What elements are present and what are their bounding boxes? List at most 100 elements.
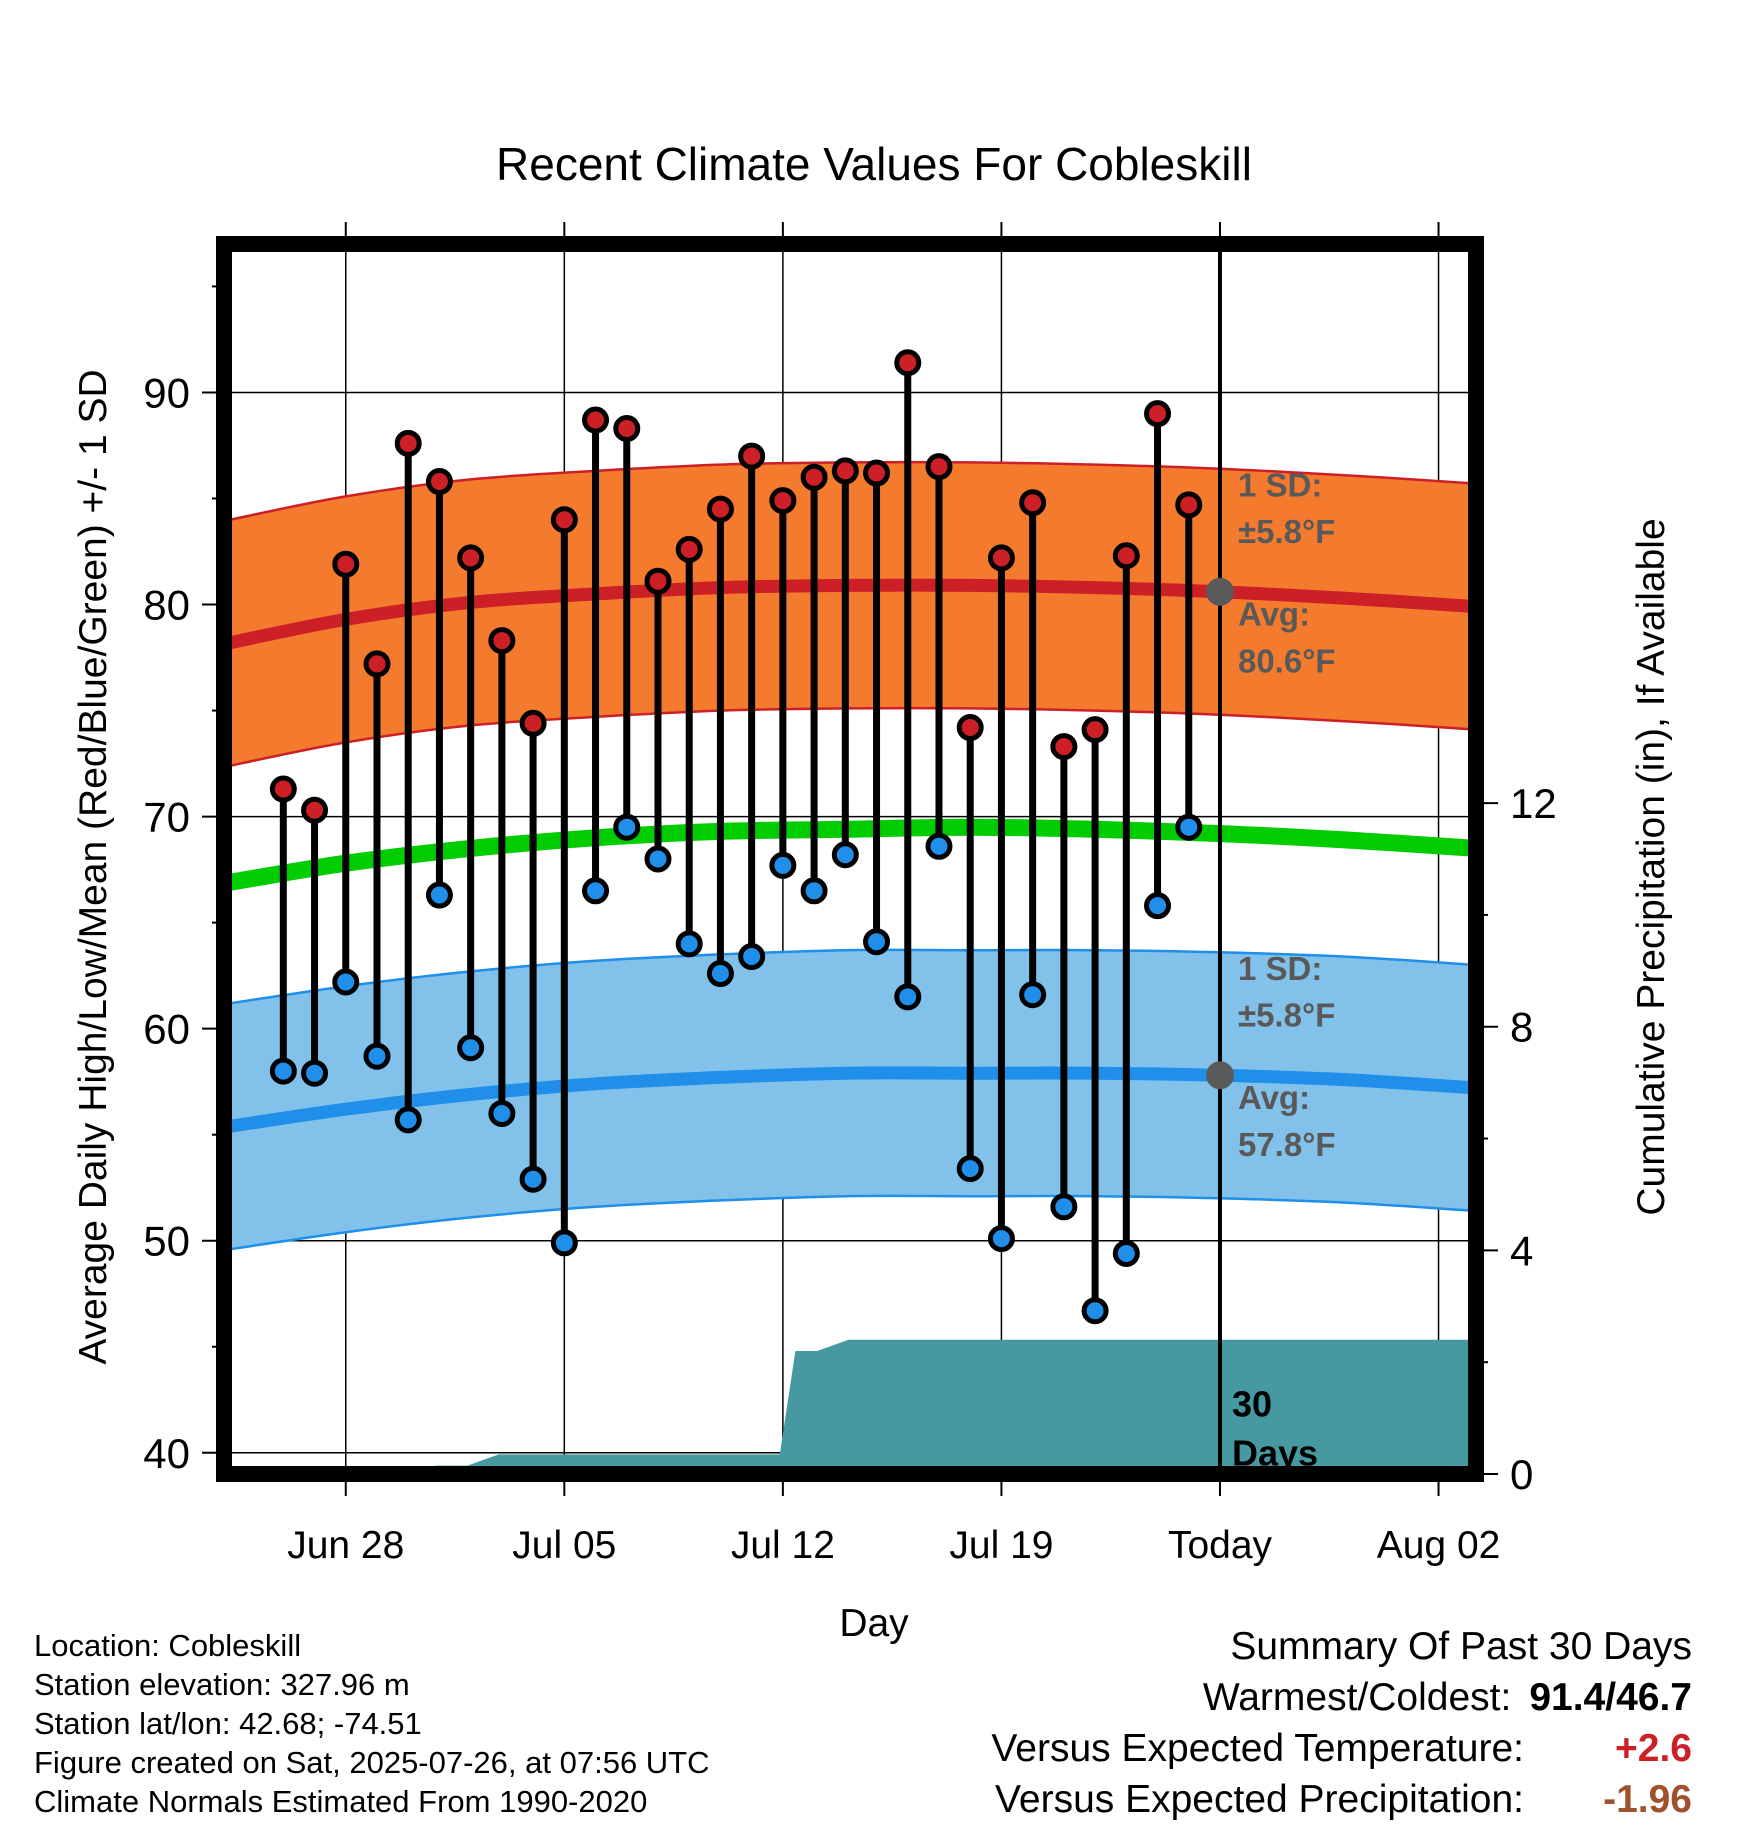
daily-low-point	[488, 1099, 516, 1127]
warmest-coldest-value: 91.4/46.7	[1529, 1676, 1692, 1719]
y-left-tick-label: 40	[143, 1430, 190, 1477]
daily-low-point	[457, 1034, 485, 1062]
daily-low-point	[644, 845, 672, 873]
daily-high-point	[425, 468, 453, 496]
y-left-tick-label: 80	[143, 582, 190, 629]
daily-high-point	[738, 442, 766, 470]
daily-low-point	[738, 943, 766, 971]
temp-departure-row: Versus Expected Temperature: +2.6	[991, 1723, 1692, 1774]
elevation-text: Station elevation: 327.96 m	[34, 1667, 410, 1702]
warmest-coldest-label: Warmest/Coldest:	[1202, 1676, 1512, 1719]
x-tick-label: Today	[1168, 1524, 1273, 1567]
daily-low-point	[675, 930, 703, 958]
station-info: Location: Cobleskill Station elevation: …	[34, 1626, 710, 1821]
daily-low-point	[894, 983, 922, 1011]
daily-low-point	[863, 928, 891, 956]
daily-low-point	[1019, 981, 1047, 1009]
daily-low-point	[363, 1042, 391, 1070]
daily-low-point	[1175, 813, 1203, 841]
y-right-tick-label: 12	[1510, 780, 1557, 827]
normals-text: Climate Normals Estimated From 1990-2020	[34, 1784, 648, 1819]
daily-high-point	[1112, 542, 1140, 570]
daily-low-point	[301, 1059, 329, 1087]
y-axis-label-left: Average Daily High/Low/Mean (Red/Blue/Gr…	[72, 369, 115, 1364]
low-sd-title: 1 SD:	[1238, 950, 1322, 987]
daily-high-point	[394, 429, 422, 457]
daily-high-point	[925, 453, 953, 481]
daily-high-point	[831, 457, 859, 485]
x-axis-label: Day	[839, 1602, 909, 1645]
precip-departure-value: -1.96	[1603, 1778, 1692, 1821]
summary-title: Summary Of Past 30 Days	[1230, 1625, 1692, 1668]
daily-low-point	[425, 881, 453, 909]
low-normal-line	[229, 1066, 1476, 1133]
daily-low-point	[706, 960, 734, 988]
y-right-tick-label: 4	[1510, 1227, 1533, 1274]
daily-low-point	[332, 968, 360, 996]
summary-panel: Summary Of Past 30 Days Warmest/Coldest:…	[991, 1622, 1692, 1825]
daily-low-point	[1081, 1297, 1109, 1325]
daily-high-point	[550, 506, 578, 534]
daily-low-point	[800, 877, 828, 905]
low-sd-value: ±5.8°F	[1238, 997, 1335, 1034]
y-left-tick-label: 70	[143, 794, 190, 841]
daily-high-point	[1050, 733, 1078, 761]
temp-departure-label: Versus Expected Temperature:	[991, 1727, 1524, 1770]
daily-high-point	[863, 459, 891, 487]
created-text: Figure created on Sat, 2025-07-26, at 07…	[34, 1745, 710, 1780]
daily-high-point	[1175, 491, 1203, 519]
daily-low-point	[519, 1165, 547, 1193]
daily-high-point	[675, 535, 703, 563]
low-avg-title: Avg:	[1238, 1079, 1310, 1116]
daily-low-point	[956, 1155, 984, 1183]
daily-high-point	[613, 415, 641, 442]
daily-low-point	[925, 832, 953, 860]
x-tick-label: Aug 02	[1377, 1524, 1501, 1567]
plot-frame	[216, 236, 1484, 1482]
high-sd-title: 1 SD:	[1238, 466, 1322, 503]
chart-title: Recent Climate Values For Cobleskill	[496, 138, 1252, 190]
daily-high-point	[800, 463, 828, 491]
daily-low-point	[987, 1225, 1015, 1253]
y-right-tick-label: 0	[1510, 1451, 1533, 1498]
daily-low-point	[1112, 1239, 1140, 1267]
daily-high-point	[582, 406, 610, 434]
daily-low-point	[1050, 1193, 1078, 1221]
warmest-coldest-row: Warmest/Coldest: 91.4/46.7	[991, 1672, 1692, 1723]
high-sd-band	[228, 460, 1476, 768]
daily-high-point	[269, 775, 297, 803]
daily-high-point	[706, 495, 734, 523]
today-low-avg-marker	[1205, 1061, 1234, 1090]
daily-low-point	[269, 1057, 297, 1085]
y-left-tick-label: 90	[143, 369, 190, 416]
daily-high-point	[457, 544, 485, 572]
daily-high-point	[894, 349, 922, 377]
x-tick-label: Jul 05	[512, 1524, 616, 1567]
latlon-text: Station lat/lon: 42.68; -74.51	[34, 1706, 422, 1741]
daily-high-point	[987, 544, 1015, 572]
temp-departure-value: +2.6	[1615, 1727, 1692, 1770]
precip-departure-label: Versus Expected Precipitation:	[995, 1778, 1524, 1821]
daily-high-point	[332, 550, 360, 578]
x-tick-label: Jun 28	[287, 1524, 404, 1567]
daily-low-point	[394, 1106, 422, 1134]
daily-low-point	[550, 1229, 578, 1257]
x-tick-label: Jul 12	[731, 1524, 835, 1567]
daily-low-point	[769, 851, 797, 879]
daily-high-point	[519, 709, 547, 737]
y-left-tick-label: 60	[143, 1006, 190, 1053]
daily-low-point	[1144, 892, 1172, 920]
daily-high-point	[301, 796, 329, 824]
high-avg-value: 80.6°F	[1238, 642, 1336, 679]
y-right-tick-label: 8	[1510, 1004, 1533, 1051]
y-axis-label-right: Cumulative Precipitation (in), If Availa…	[1630, 518, 1673, 1215]
daily-high-point	[956, 714, 984, 742]
precip-days-count: 30	[1232, 1384, 1272, 1425]
daily-high-point	[644, 567, 672, 595]
daily-low-point	[613, 813, 641, 841]
today-high-avg-marker	[1205, 577, 1234, 606]
daily-high-point	[488, 627, 516, 655]
daily-high-point	[1019, 489, 1047, 517]
high-avg-title: Avg:	[1238, 596, 1310, 633]
